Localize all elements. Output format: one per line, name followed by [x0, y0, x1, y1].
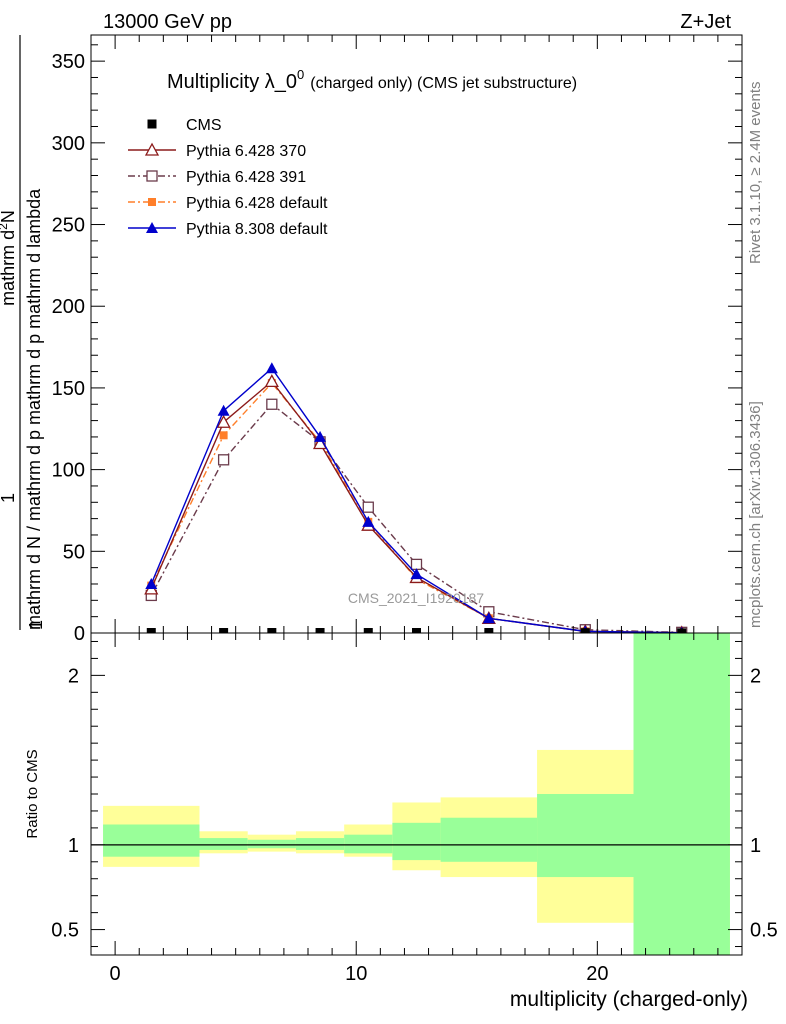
- cms-marker: [677, 628, 687, 633]
- cms-marker: [315, 628, 325, 633]
- ratio-y-axis-label: Ratio to CMS: [24, 749, 41, 838]
- ratio-band-green: [247, 839, 296, 849]
- mcplots-label: mcplots.cern.ch [arXiv:1306.3436]: [747, 401, 764, 628]
- p8def-marker: [265, 362, 278, 374]
- y-tick-label: 250: [52, 215, 85, 237]
- y-num-n: N: [0, 210, 18, 223]
- legend-label: Pythia 6.428 391: [186, 169, 306, 186]
- cms-marker: [363, 628, 373, 633]
- p391-marker: [217, 454, 230, 466]
- cms-marker: [219, 628, 229, 633]
- p8def-marker: [146, 222, 158, 233]
- y-axis-denominator: mathrm d N / mathrm d p mathrm d p mathr…: [24, 188, 44, 630]
- y-num-sup: 2: [0, 223, 10, 230]
- ratio-y-tick-label-right: 2: [750, 665, 761, 687]
- series-line-p391: [150, 403, 682, 633]
- p391-marker: [362, 501, 374, 513]
- ratio-band-green: [392, 822, 441, 861]
- chart-title-superscript: 0: [297, 67, 304, 82]
- ratio-band-green: [199, 838, 248, 850]
- y-den-part: mathrm d lambda: [24, 188, 44, 334]
- y-tick-label: 300: [52, 133, 85, 155]
- y-tick-label: 200: [52, 296, 85, 318]
- p8def-marker: [362, 515, 375, 527]
- p6def-marker: [148, 198, 156, 206]
- ratio-band-green: [440, 817, 538, 862]
- cms-marker: [484, 628, 494, 633]
- p8def-marker: [314, 430, 327, 442]
- chart-title-detail: (charged only) (CMS jet substructure): [310, 75, 577, 92]
- analysis-watermark: CMS_2021_I1920187: [348, 590, 484, 606]
- y-tick-label: 0: [74, 623, 85, 645]
- y-den-part: mathrm d p: [24, 334, 44, 425]
- ratio-band-green: [633, 633, 730, 955]
- legend-label: Pythia 6.428 370: [186, 143, 306, 160]
- p391-marker: [146, 170, 158, 182]
- legend-label: Pythia 6.428 default: [186, 195, 328, 212]
- legend-entry-p370: Pythia 6.428 370: [128, 142, 306, 160]
- y-axis-fraction-label: mathrm d2Nmathrm d N / mathrm d p mathrm…: [0, 35, 44, 630]
- ratio-y-tick-label: 2: [68, 665, 79, 687]
- p8def-marker: [482, 612, 495, 624]
- series-group: [144, 362, 688, 633]
- ratio-y-tick-label: 0.5: [51, 920, 79, 942]
- cms-marker: [147, 119, 157, 129]
- y-tick-label: 100: [52, 460, 85, 482]
- legend: CMS Pythia 6.428 370 Pythia 6.428 391 Pythi…: [128, 117, 328, 238]
- x-axis-label: multiplicity (charged-only): [510, 988, 748, 1011]
- ratio-y-tick-label-right: 0.5: [750, 920, 778, 942]
- p391-marker: [266, 398, 278, 410]
- chart-title-main: Multiplicity λ_0: [167, 71, 297, 93]
- legend-label: CMS: [186, 117, 222, 134]
- p8def-marker: [410, 568, 423, 580]
- legend-entry-p391: Pythia 6.428 391: [128, 169, 306, 186]
- ratio-y-tick-label-right: 1: [750, 835, 761, 857]
- ratio-band-green: [295, 838, 345, 850]
- p370-marker: [216, 414, 231, 428]
- ratio-band-green: [537, 794, 634, 878]
- y-den-part: mathrm d N / mathrm d p: [24, 425, 44, 630]
- ratio-panel: 0 10 20 0.5 0.5 1 1 2 2 Ratio to CMS multiplicity …: [24, 632, 778, 1011]
- y-tick-label: 150: [52, 378, 85, 400]
- y-axis-one: 1: [0, 493, 18, 503]
- x-tick-label: 10: [345, 963, 367, 985]
- chart-title: Multiplicity λ_00 (charged only) (CMS jet…: [167, 67, 577, 93]
- y-axis-numerator: mathrm d2N: [0, 210, 18, 306]
- cms-marker: [580, 628, 590, 633]
- cms-marker: [412, 628, 421, 633]
- y-num-text: mathrm d: [0, 230, 18, 306]
- p8def-marker: [145, 577, 158, 589]
- header-left-label: 13000 GeV pp: [103, 11, 232, 33]
- legend-entry-p8def: Pythia 8.308 default: [128, 221, 328, 238]
- legend-label: Pythia 8.308 default: [186, 221, 328, 238]
- ratio-band-green: [103, 824, 200, 857]
- y-tick-label: 50: [63, 541, 85, 563]
- x-tick-label: 20: [586, 963, 608, 985]
- ratio-y-tick-label: 1: [68, 835, 79, 857]
- cms-marker: [267, 628, 277, 633]
- p370-marker: [144, 142, 160, 156]
- header-right-label: Z+Jet: [680, 11, 731, 33]
- cms-marker: [146, 628, 156, 633]
- p370-marker: [264, 374, 279, 388]
- ratio-bands: [103, 633, 730, 955]
- rivet-version-label: Rivet 3.1.10, ≥ 2.4M events: [747, 82, 764, 265]
- top-y-axis-label: 1: [26, 620, 46, 630]
- x-tick-label: 0: [110, 963, 121, 985]
- ylabel-numerator-one: 1: [26, 620, 46, 630]
- y-tick-label: 350: [52, 51, 85, 73]
- legend-entry-cms: CMS: [147, 117, 222, 134]
- ratio-band-green: [344, 834, 393, 854]
- p391-marker: [410, 558, 423, 571]
- p8def-marker: [217, 404, 230, 416]
- p6def-marker: [219, 431, 228, 440]
- legend-entry-p6def: Pythia 6.428 default: [128, 195, 328, 212]
